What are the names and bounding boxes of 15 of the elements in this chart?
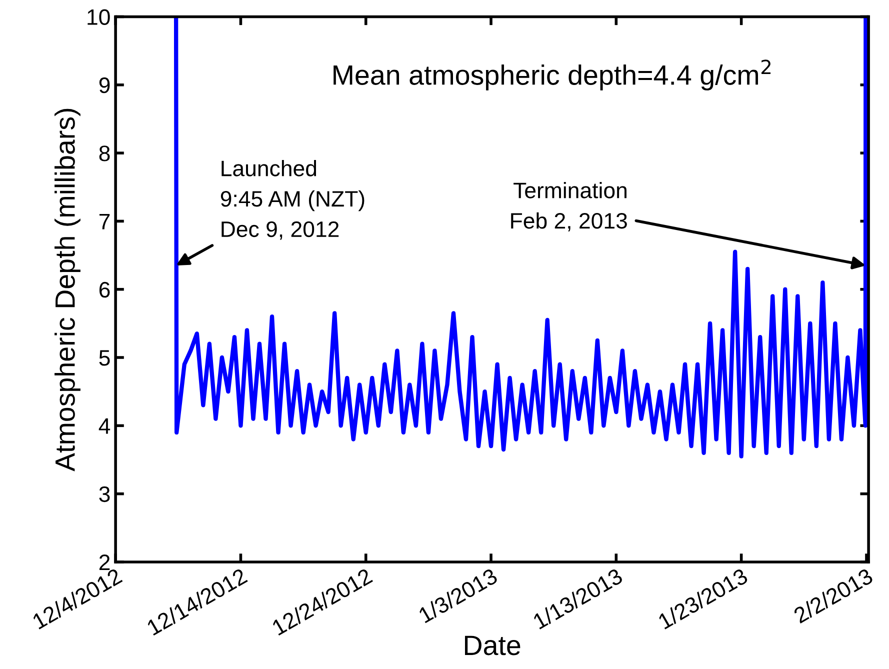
y-tick-label: 7 (99, 214, 110, 230)
y-axis-title: Atmospheric Depth (millibars) (54, 108, 80, 472)
annotation: Termination Feb 2, 2013 (511, 182, 627, 232)
annotation: Launched 9:45 AM (NZT) Dec 9, 2012 (220, 160, 364, 240)
y-tick-label: 8 (99, 146, 110, 162)
annotation: Mean atmospheric depth=4.4 g/cm$^{2}$ (334, 60, 770, 90)
y-tick-label: 4 (98, 418, 110, 434)
y-tick-label: 5 (99, 350, 110, 366)
line-series (174, 16, 868, 458)
x-axis-title: Date (465, 636, 520, 656)
y-tick-label: 9 (99, 77, 110, 94)
y-tick-label: 3 (99, 486, 110, 502)
y-tick-label: 2 (99, 554, 110, 570)
y-tick-label: 6 (99, 282, 110, 298)
y-tick-label: 10 (88, 9, 110, 25)
